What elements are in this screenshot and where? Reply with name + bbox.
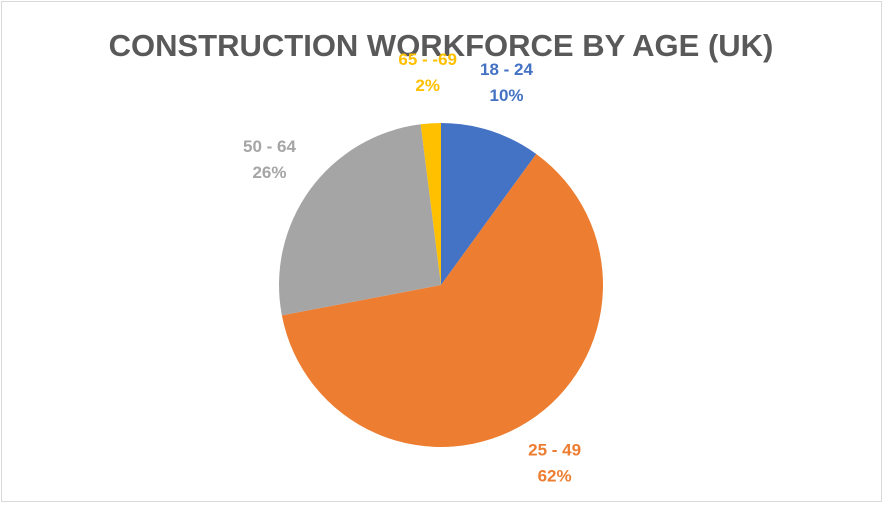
slice-value-label: 10% [489, 86, 523, 105]
slice-value-label: 2% [415, 76, 440, 95]
pie-slice [441, 123, 537, 285]
slice-value-label: 62% [538, 466, 572, 485]
slice-category-label: 65 - -69 [398, 50, 457, 69]
pie-slice [281, 153, 603, 447]
slice-category-label: 18 - 24 [480, 60, 533, 79]
pie-slice [279, 124, 441, 316]
chart-title: CONSTRUCTION WORKFORCE BY AGE (UK) [109, 28, 774, 63]
slice-value-label: 26% [252, 163, 286, 182]
slice-category-label: 25 - 49 [528, 440, 581, 459]
pie-slice [420, 123, 441, 285]
slice-category-label: 50 - 64 [243, 137, 296, 156]
